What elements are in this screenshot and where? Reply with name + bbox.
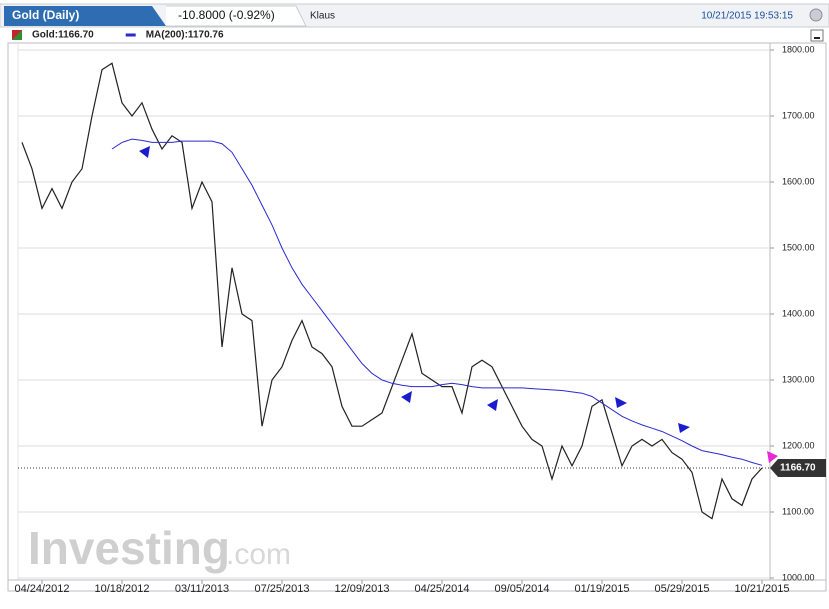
- watermark-suffix: .com: [226, 538, 291, 571]
- x-tick-label: 04/24/2012: [14, 583, 69, 595]
- instrument: Gold (Daily): [12, 8, 79, 22]
- legend-label: Gold:1166.70: [32, 30, 94, 41]
- y-tick-label: 1300.00: [782, 374, 815, 384]
- legend-label: MA(200):1170.76: [146, 30, 224, 41]
- x-tick-label: 10/21/2015: [734, 583, 789, 595]
- x-tick-label: 12/09/2013: [334, 583, 389, 595]
- x-tick-label: 05/29/2015: [654, 583, 709, 595]
- series-line: [21, 62, 763, 520]
- price-tag-label: 1166.70: [780, 463, 816, 474]
- signals: [139, 146, 778, 463]
- settings-button[interactable]: [809, 8, 823, 22]
- legend-swatch: [12, 30, 22, 40]
- user: Klaus: [310, 11, 335, 22]
- x-tick-label: 09/05/2014: [494, 583, 549, 595]
- x-tick-label: 07/25/2013: [254, 583, 309, 595]
- series-line: [111, 138, 763, 466]
- change-tab: [166, 5, 307, 27]
- minimize-button[interactable]: [810, 29, 824, 42]
- chart-frame: [7, 42, 827, 592]
- y-tick-label: 1600.00: [782, 176, 815, 186]
- change: -10.8000 (-0.92%): [178, 8, 275, 22]
- instrument-tab: [4, 6, 166, 26]
- x-tick-label: 10/18/2012: [94, 583, 149, 595]
- y-tick-label: 1400.00: [782, 308, 815, 318]
- timestamp: 10/21/2015 19:53:15: [701, 11, 793, 22]
- y-tick-label: 1200.00: [782, 440, 815, 450]
- y-tick-label: 1800.00: [782, 44, 815, 54]
- price-tag: [770, 458, 826, 477]
- y-tick-label: 1500.00: [782, 242, 815, 252]
- x-tick-label: 03/11/2013: [175, 583, 229, 595]
- y-tick-label: 1000.00: [782, 572, 815, 582]
- x-tick-label: 01/19/2015: [574, 583, 629, 595]
- y-tick-label: 1100.00: [782, 506, 814, 516]
- watermark: Investing: [28, 522, 230, 574]
- x-tick-label: 04/25/2014: [414, 583, 469, 595]
- y-tick-label: 1700.00: [782, 110, 815, 120]
